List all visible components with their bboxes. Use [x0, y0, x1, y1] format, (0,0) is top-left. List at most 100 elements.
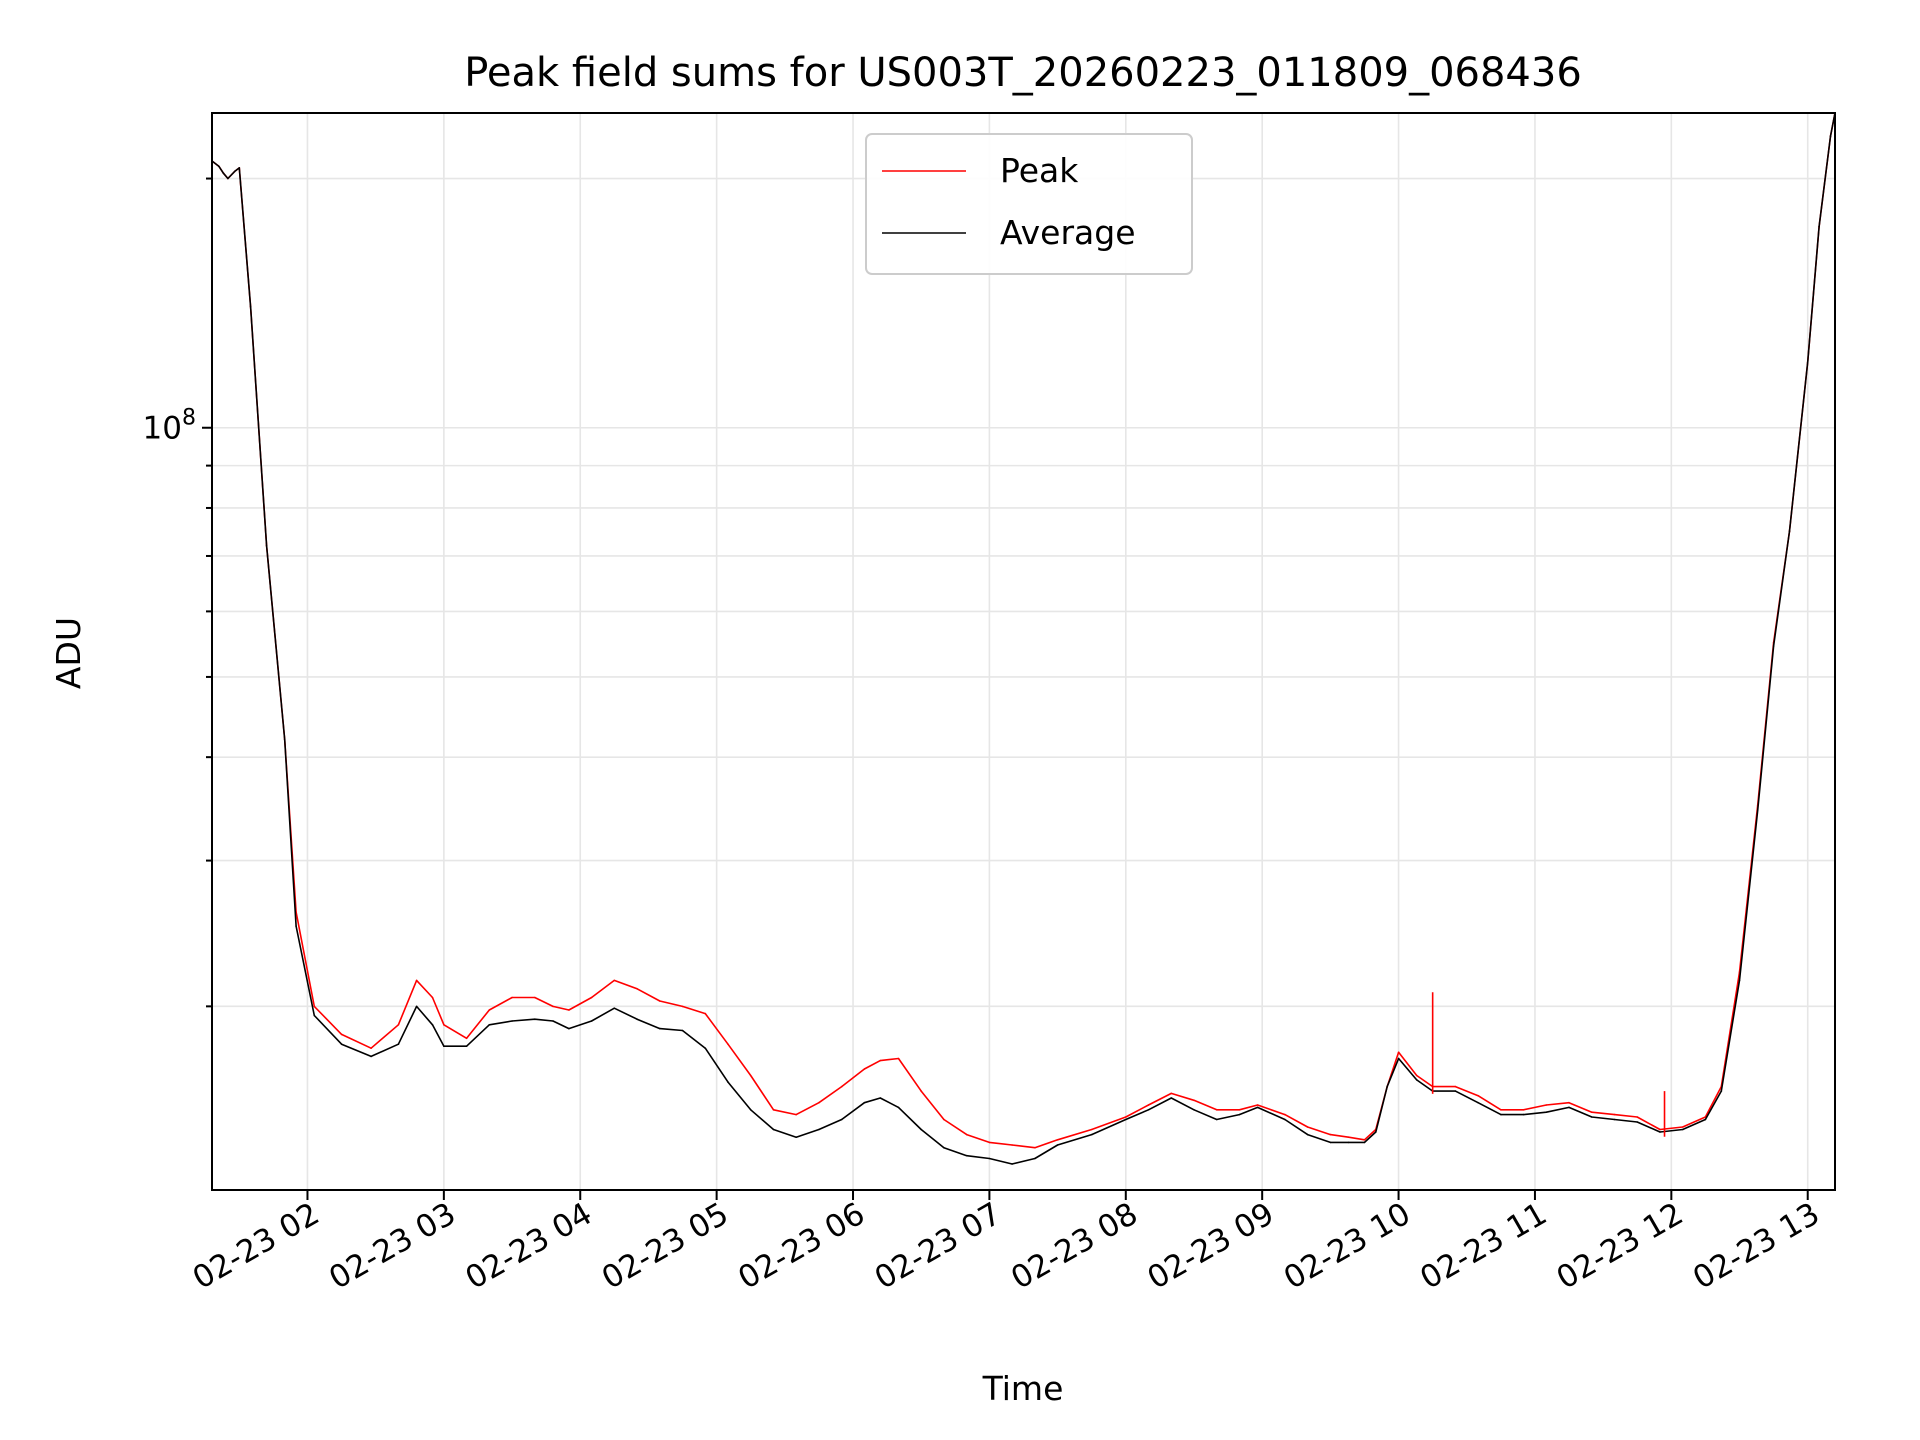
data-point-peak	[1125, 1116, 1127, 1118]
data-point-peak	[1215, 1109, 1218, 1111]
data-point-average	[1386, 1085, 1388, 1088]
data-point-peak	[1681, 1126, 1684, 1128]
series-line-average	[212, 113, 1835, 1165]
data-point-peak	[1170, 1092, 1173, 1095]
data-point-average	[1125, 1118, 1127, 1121]
data-point-peak	[749, 1074, 752, 1077]
data-point-peak	[1090, 1128, 1093, 1131]
data-point-peak	[795, 1113, 797, 1116]
data-point-average	[1500, 1113, 1502, 1116]
data-point-peak	[636, 988, 638, 990]
data-point-average	[313, 1014, 316, 1017]
data-point-average	[1090, 1133, 1093, 1136]
data-point-peak	[397, 1024, 400, 1026]
data-point-peak	[863, 1068, 866, 1070]
data-point-peak	[1477, 1094, 1479, 1097]
data-point-average	[552, 1020, 554, 1022]
data-point-average	[1829, 135, 1832, 137]
data-point-peak	[943, 1118, 945, 1121]
data-point-average	[1147, 1109, 1150, 1111]
data-point-peak	[1147, 1104, 1150, 1106]
data-point-average	[988, 1157, 991, 1160]
data-point-average	[1397, 1057, 1400, 1060]
data-point-peak	[313, 1005, 316, 1008]
data-point-average	[590, 1020, 593, 1022]
data-point-peak	[1454, 1085, 1457, 1088]
data-point-peak	[1613, 1113, 1616, 1116]
data-point-peak	[1397, 1051, 1400, 1054]
y-axis-label: ADU	[49, 617, 88, 689]
data-point-average	[415, 1005, 418, 1008]
data-point-average	[249, 306, 252, 308]
data-point-average	[488, 1024, 491, 1026]
data-point-average	[568, 1027, 570, 1030]
data-point-peak	[1238, 1109, 1241, 1111]
chart-title: Peak field sums for US003T_20260223_0118…	[464, 50, 1582, 96]
data-point-average	[265, 545, 268, 547]
data-point-peak	[879, 1059, 882, 1062]
data-point-average	[1215, 1118, 1218, 1121]
data-point-average	[1034, 1157, 1036, 1160]
data-point-peak	[443, 1024, 445, 1026]
data-point-peak	[897, 1057, 900, 1060]
data-point-peak	[1329, 1133, 1332, 1136]
data-point-peak	[1659, 1128, 1661, 1131]
data-point-average	[534, 1018, 536, 1020]
data-point-average	[863, 1101, 866, 1104]
data-point-peak	[920, 1090, 922, 1092]
data-point-peak	[613, 979, 616, 982]
data-point-average	[340, 1043, 343, 1045]
data-point-average	[443, 1045, 445, 1047]
data-point-average	[295, 925, 297, 927]
data-point-peak	[1011, 1144, 1013, 1146]
data-point-peak	[818, 1101, 820, 1104]
data-point-peak	[659, 1000, 661, 1002]
legend-label-average: Average	[1000, 213, 1136, 252]
data-point-average	[1284, 1118, 1286, 1121]
data-point-peak	[1363, 1139, 1366, 1141]
data-point-average	[1454, 1090, 1457, 1092]
data-point-average	[233, 170, 236, 173]
data-point-peak	[1591, 1111, 1593, 1113]
data-point-average	[1591, 1116, 1593, 1118]
series-layer	[212, 113, 1835, 1165]
data-point-peak	[465, 1037, 468, 1040]
data-point-peak	[965, 1133, 968, 1136]
data-point-peak	[1056, 1139, 1059, 1141]
data-point-average	[1306, 1133, 1309, 1136]
data-point-average	[772, 1128, 775, 1131]
data-point-average	[222, 172, 225, 174]
legend-label-peak: Peak	[1000, 151, 1079, 190]
legend-box	[865, 133, 1193, 275]
x-axis-label: Time	[982, 1369, 1064, 1408]
data-point-average	[1756, 809, 1759, 812]
data-point-peak	[704, 1012, 707, 1015]
legend: Peak Average	[865, 133, 1193, 275]
data-point-peak	[1193, 1099, 1195, 1102]
data-point-average	[636, 1018, 638, 1020]
data-point-average	[920, 1128, 922, 1131]
data-point-average	[238, 167, 241, 169]
data-point-peak	[340, 1033, 343, 1036]
data-point-average	[465, 1045, 468, 1047]
data-point-peak	[772, 1109, 775, 1111]
data-point-average	[218, 165, 220, 167]
data-point-average	[1738, 979, 1741, 982]
data-point-average	[749, 1109, 752, 1111]
data-point-peak	[1568, 1101, 1570, 1104]
data-point-average	[681, 1029, 684, 1032]
data-point-average	[1788, 530, 1791, 532]
data-point-average	[1170, 1097, 1173, 1099]
data-point-average	[818, 1128, 820, 1131]
data-point-average	[879, 1097, 882, 1099]
data-point-average	[727, 1081, 729, 1083]
data-point-average	[1256, 1106, 1259, 1109]
data-point-average	[1238, 1113, 1241, 1116]
data-point-peak	[1415, 1074, 1418, 1077]
data-point-average	[1613, 1118, 1616, 1121]
data-point-average	[1415, 1079, 1418, 1081]
data-point-average	[1477, 1101, 1479, 1104]
data-point-average	[370, 1055, 372, 1058]
data-point-peak	[727, 1043, 729, 1045]
